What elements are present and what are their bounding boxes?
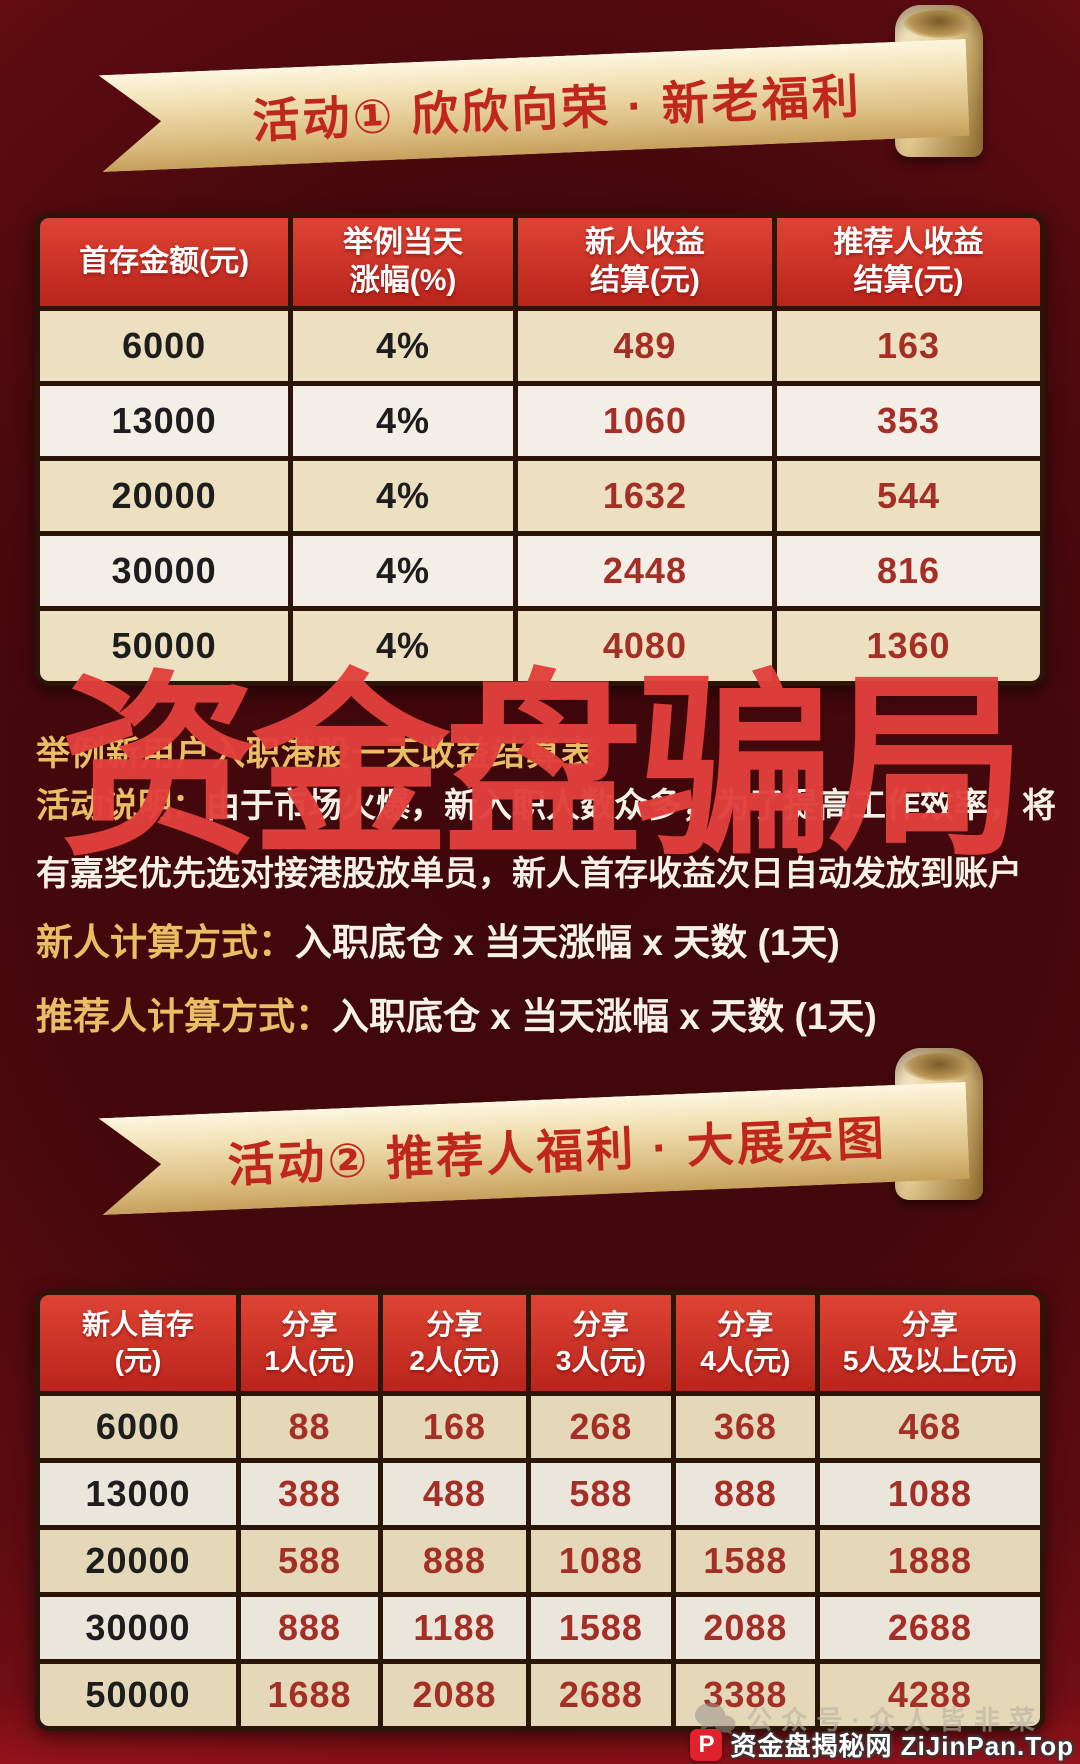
newbie-formula-line: 新人计算方式：入职底仓 x 当天涨幅 x 天数 (1天) bbox=[36, 912, 840, 966]
table-cell: 588 bbox=[530, 1463, 671, 1525]
table-cell: 6000 bbox=[40, 1396, 236, 1458]
table-cell: 268 bbox=[530, 1396, 671, 1458]
table-cell: 4% bbox=[293, 461, 513, 531]
table2-header-deposit: 新人首存 (元) bbox=[40, 1295, 236, 1391]
table-cell: 1588 bbox=[530, 1597, 671, 1659]
wechat-icon bbox=[695, 1702, 736, 1735]
table-cell: 13000 bbox=[40, 386, 289, 456]
table1-caption: 举例新用户入职港股一天收益结算表 bbox=[36, 735, 596, 773]
table-cell: 1688 bbox=[240, 1664, 379, 1726]
table-cell: 163 bbox=[777, 311, 1040, 381]
ribbon-band: 活动① 欣欣向荣 · 新老福利 bbox=[98, 39, 969, 172]
table-cell: 2448 bbox=[517, 536, 772, 606]
table1-header-deposit: 首存金额(元) bbox=[40, 218, 289, 306]
table-cell: 489 bbox=[517, 311, 772, 381]
table1-header-rate: 举例当天 涨幅(%) bbox=[293, 218, 513, 306]
table-cell: 1188 bbox=[383, 1597, 526, 1659]
zijinpan-logo-icon: P bbox=[690, 1728, 723, 1761]
wechat-watermark: 公众号·众人皆非菜 bbox=[694, 1700, 1044, 1737]
table-cell: 3388 bbox=[675, 1664, 815, 1726]
table-cell: 4080 bbox=[517, 611, 772, 681]
table-cell: 2688 bbox=[819, 1597, 1040, 1659]
table-cell: 588 bbox=[240, 1530, 379, 1592]
table-cell: 2088 bbox=[383, 1664, 526, 1726]
banner-activity-1: 活动① 欣欣向荣 · 新老福利 bbox=[95, 5, 985, 170]
table-cell: 2088 bbox=[675, 1597, 815, 1659]
table-cell: 888 bbox=[675, 1463, 815, 1525]
scam-watermark: 资金盘骗局 bbox=[60, 657, 1026, 878]
table-cell: 1888 bbox=[819, 1530, 1040, 1592]
table2-header-share3: 分享 3人(元) bbox=[530, 1295, 671, 1391]
table-cell: 468 bbox=[819, 1396, 1040, 1458]
table-activity-2: 新人首存 (元) 分享 1人(元) 分享 2人(元) 分享 3人(元) 分享 4… bbox=[35, 1290, 1045, 1731]
table-cell: 888 bbox=[383, 1530, 526, 1592]
table-cell: 13000 bbox=[40, 1463, 236, 1525]
table-cell: 20000 bbox=[40, 461, 289, 531]
banner2-title: 活动② 推荐人福利 · 大展宏图 bbox=[226, 1111, 888, 1192]
table2-header-share1: 分享 1人(元) bbox=[240, 1295, 379, 1391]
table-cell: 50000 bbox=[40, 611, 289, 681]
site-watermark: P 资金盘揭秘网 ZiJinPan.Top bbox=[690, 1726, 1074, 1763]
table-cell: 88 bbox=[240, 1396, 379, 1458]
referrer-formula-label: 推荐人计算方式： bbox=[36, 996, 332, 1037]
newbie-formula-label: 新人计算方式： bbox=[36, 922, 295, 963]
activity-description-line2: 有嘉奖优先选对接港股放单员，新人首存收益次日自动发放到账户 bbox=[36, 846, 1022, 895]
description-label: 活动说明： bbox=[36, 787, 206, 825]
table-cell: 6000 bbox=[40, 311, 289, 381]
table-cell: 4% bbox=[293, 386, 513, 456]
description-text: 有嘉奖优先选对接港股放单员，新人首存收益次日自动发放到账户 bbox=[36, 855, 1022, 893]
newbie-formula: 入职底仓 x 当天涨幅 x 天数 (1天) bbox=[295, 922, 840, 963]
table-cell: 30000 bbox=[40, 1597, 236, 1659]
table2-header-share5plus: 分享 5人及以上(元) bbox=[819, 1295, 1040, 1391]
table-cell: 544 bbox=[777, 461, 1040, 531]
table-cell: 888 bbox=[240, 1597, 379, 1659]
table-cell: 353 bbox=[777, 386, 1040, 456]
wechat-watermark-text: 公众号·众人皆非菜 bbox=[746, 1705, 1044, 1735]
table-cell: 50000 bbox=[40, 1664, 236, 1726]
table-cell: 816 bbox=[777, 536, 1040, 606]
site-watermark-text: 资金盘揭秘网 ZiJinPan.Top bbox=[730, 1731, 1074, 1761]
table2-header-share2: 分享 2人(元) bbox=[383, 1295, 526, 1391]
table-cell: 2688 bbox=[530, 1664, 671, 1726]
table-cell: 4288 bbox=[819, 1664, 1040, 1726]
banner1-title: 活动① 欣欣向荣 · 新老福利 bbox=[251, 69, 863, 148]
table2-header-share4: 分享 4人(元) bbox=[675, 1295, 815, 1391]
table-cell: 1060 bbox=[517, 386, 772, 456]
table-cell: 1588 bbox=[675, 1530, 815, 1592]
table1-header-newbie-income: 新人收益 结算(元) bbox=[517, 218, 772, 306]
activity-description-line1: 活动说明：由于市场火爆，新入职人数众多，为了提高工作效率，将 bbox=[36, 778, 1056, 827]
table-cell: 1088 bbox=[819, 1463, 1040, 1525]
table-cell: 4% bbox=[293, 311, 513, 381]
table-cell: 368 bbox=[675, 1396, 815, 1458]
table-cell: 4% bbox=[293, 536, 513, 606]
ribbon-band: 活动② 推荐人福利 · 大展宏图 bbox=[98, 1082, 969, 1215]
description-text: 由于市场火爆，新入职人数众多，为了提高工作效率，将 bbox=[206, 787, 1056, 825]
table-cell: 1632 bbox=[517, 461, 772, 531]
referrer-formula-line: 推荐人计算方式：入职底仓 x 当天涨幅 x 天数 (1天) bbox=[36, 986, 877, 1040]
table1-header-referrer-income: 推荐人收益 结算(元) bbox=[777, 218, 1040, 306]
table-activity-1: 首存金额(元) 举例当天 涨幅(%) 新人收益 结算(元) 推荐人收益 结算(元… bbox=[35, 213, 1045, 686]
table-cell: 488 bbox=[383, 1463, 526, 1525]
table-cell: 168 bbox=[383, 1396, 526, 1458]
referrer-formula: 入职底仓 x 当天涨幅 x 天数 (1天) bbox=[332, 996, 877, 1037]
table-cell: 388 bbox=[240, 1463, 379, 1525]
banner-activity-2: 活动② 推荐人福利 · 大展宏图 bbox=[95, 1048, 985, 1213]
table-cell: 1360 bbox=[777, 611, 1040, 681]
table-cell: 30000 bbox=[40, 536, 289, 606]
table-cell: 20000 bbox=[40, 1530, 236, 1592]
table-cell: 4% bbox=[293, 611, 513, 681]
table-cell: 1088 bbox=[530, 1530, 671, 1592]
